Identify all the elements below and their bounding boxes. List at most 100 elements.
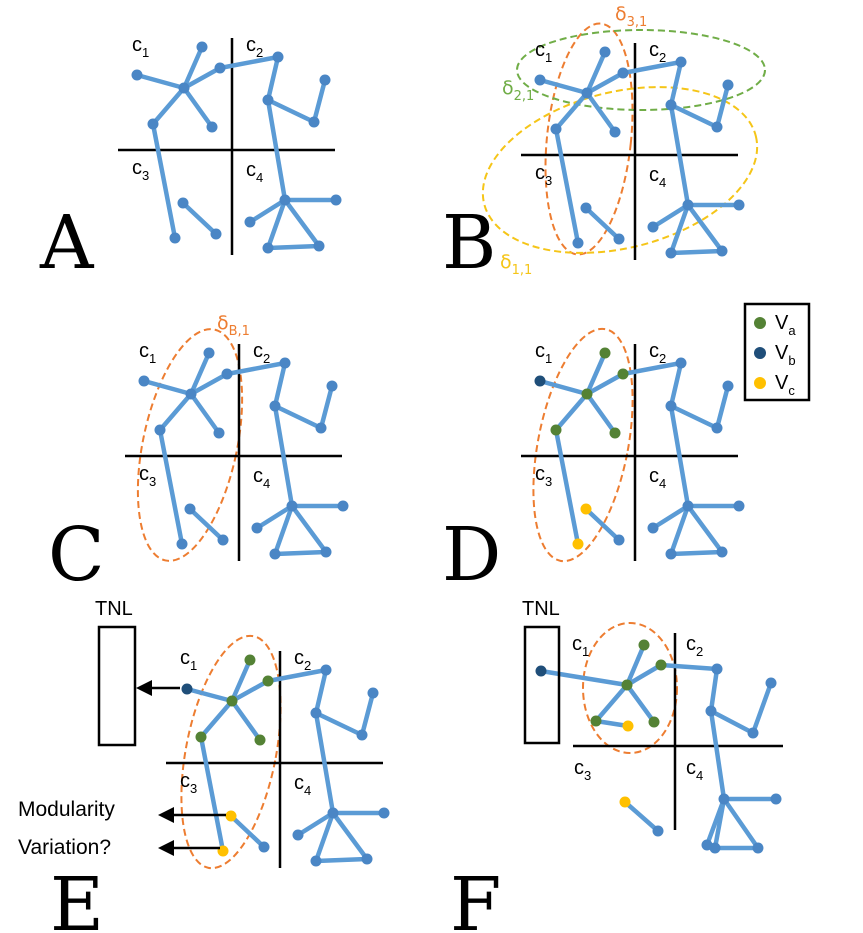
panel-B-ellipse-delta-3-1	[544, 22, 634, 256]
panel-A-node	[244, 216, 256, 228]
panel-E-node	[181, 683, 193, 695]
panel-D-community-label-c4: c4	[649, 465, 666, 491]
panel-A-community-label-c3: c3	[132, 157, 149, 183]
panel-B-node	[613, 233, 625, 245]
panel-A-edge	[265, 54, 281, 103]
panel-E-node	[378, 807, 390, 819]
panel-B-delta-1-1-label-main: δ	[500, 251, 512, 273]
panel-F-node	[621, 679, 633, 691]
panel-F-edge	[593, 682, 630, 724]
panel-C-edge	[254, 503, 295, 531]
panel-D-edge	[668, 360, 684, 409]
panel-B-node	[675, 56, 687, 68]
legend-label-Vc-main: V	[775, 372, 789, 394]
panel-B-ellipse-delta-1-1	[481, 86, 759, 254]
panel-B-node	[609, 126, 621, 138]
panel-E-community-label-c2: c2	[294, 647, 311, 673]
panel-E-community-label-c1-main: c	[180, 647, 190, 669]
panel-E-node	[292, 829, 304, 841]
panel-C-node	[315, 422, 327, 434]
panel-F-node	[648, 716, 660, 728]
panel-A-edge	[265, 97, 317, 125]
panel-B-edge	[620, 59, 684, 76]
panel-D-node	[711, 422, 723, 434]
panel-A-node	[131, 69, 143, 81]
panel-B-node	[716, 245, 728, 257]
panel-A-community-label-c2-sub: 2	[256, 45, 263, 60]
legend-box	[743, 302, 811, 402]
panel-F-node	[655, 659, 667, 671]
panel-F-community-label-c2: c2	[686, 633, 703, 659]
panel-A-community-label-c2-main: c	[246, 34, 256, 56]
panel-D-node	[572, 538, 584, 550]
legend-label-Vb-sub: b	[788, 353, 795, 368]
panel-C-edge	[187, 506, 226, 543]
panel-F-ellipse	[582, 622, 678, 754]
panel-B-edge	[553, 126, 581, 246]
panel-A-node	[262, 94, 274, 106]
panel-C-community-label-c4: c4	[253, 465, 270, 491]
legend-label-Va: Va	[775, 312, 796, 338]
panel-E-edge	[229, 657, 253, 704]
node-layer	[131, 41, 782, 867]
panel-A-node	[308, 116, 320, 128]
panel-D-edge	[537, 378, 590, 397]
panel-C-node	[269, 400, 281, 412]
panel-A-node	[313, 240, 325, 252]
panel-D-community-label-c1-sub: 1	[545, 351, 552, 366]
panel-F-node	[747, 727, 759, 739]
panel-B-community-label-c2-sub: 2	[659, 50, 666, 65]
panel-D-edge	[650, 503, 691, 531]
panel-C-edge	[272, 403, 295, 509]
panel-F-edge	[624, 662, 664, 688]
panel-D-community-label-c3: c3	[535, 463, 552, 489]
panel-B-community-label-c4-main: c	[649, 164, 659, 186]
panel-B-letter: B	[442, 200, 496, 286]
panel-A-edge	[265, 197, 288, 251]
panel-C-community-label-c2-sub: 2	[263, 351, 270, 366]
panel-D-community-label-c1-main: c	[535, 340, 545, 362]
panel-B-edge	[584, 70, 626, 96]
panel-F-node	[590, 715, 602, 727]
panel-B-delta-2-1-label: δ2,1	[502, 77, 534, 104]
panel-E-node	[195, 731, 207, 743]
panel-A-community-label-c4: c4	[246, 159, 263, 185]
panel-F-edge	[624, 642, 647, 688]
panel-F-community-label-c4-sub: 4	[696, 768, 703, 783]
panel-D-edge	[668, 403, 691, 509]
annotation-layer	[97, 302, 811, 856]
panel-D-edge	[553, 427, 581, 547]
panel-A-edge	[247, 197, 288, 225]
panel-E-arrow-variation-head	[158, 840, 174, 856]
panel-F-community-label-c4: c4	[686, 757, 703, 783]
panel-D-node	[733, 500, 745, 512]
panel-A-node	[279, 194, 291, 206]
panel-E-node	[217, 845, 229, 857]
panel-A-node	[272, 51, 284, 63]
panel-F-node	[765, 677, 777, 689]
panel-B-node	[599, 46, 611, 58]
panel-D-node	[609, 427, 621, 439]
panel-B-community-label-c1-sub: 1	[545, 50, 552, 65]
panel-C-edge	[188, 391, 222, 436]
panel-B-community-label-c4-sub: 4	[659, 175, 666, 190]
panel-D-edge	[584, 371, 626, 397]
panel-E-edge	[313, 856, 370, 864]
panel-F-community-label-c1-sub: 1	[582, 644, 589, 659]
panel-C-community-label-c3-main: c	[139, 463, 149, 485]
panel-A-edge	[282, 197, 322, 249]
panel-A-node	[330, 194, 342, 206]
panel-E-edge	[229, 698, 263, 743]
panel-D-community-label-c3-main: c	[535, 463, 545, 485]
panel-D-node	[580, 503, 592, 515]
panel-C-community-label-c2: c2	[253, 340, 270, 366]
panel-C-node	[217, 534, 229, 546]
panel-E-tnl-label: TNL	[95, 598, 133, 620]
legend-label-Vc-sub: c	[788, 383, 795, 398]
panel-F-node	[709, 842, 721, 854]
panel-C-community-label-c2-main: c	[253, 340, 263, 362]
panel-D-node	[682, 500, 694, 512]
panel-F-edge	[538, 668, 630, 688]
panel-B-edge	[668, 102, 720, 130]
panel-E-letter: E	[50, 862, 104, 933]
